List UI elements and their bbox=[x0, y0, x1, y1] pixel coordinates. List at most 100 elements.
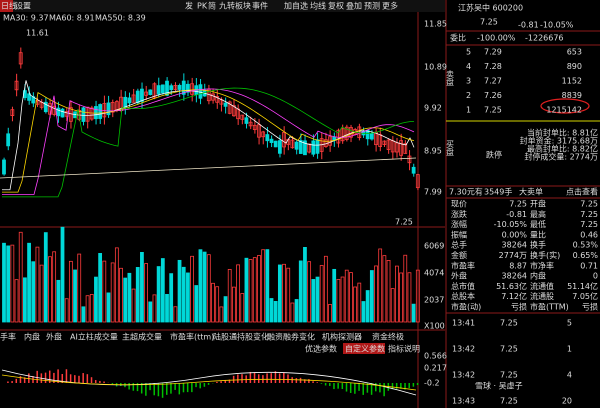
volume-bar bbox=[169, 273, 174, 323]
toolbar-button[interactable]: 复权 bbox=[328, 1, 344, 11]
indicator-tab[interactable]: 融资融券变化 bbox=[267, 332, 315, 342]
indicator-tab[interactable]: 手率 bbox=[0, 332, 16, 342]
volume-bar bbox=[77, 253, 82, 323]
volume-bar bbox=[240, 293, 245, 323]
stat-label: 涨幅 bbox=[451, 219, 467, 229]
toolbar-button[interactable]: PK bbox=[197, 2, 208, 11]
volume-bar bbox=[181, 266, 186, 323]
candle-body bbox=[10, 109, 15, 117]
volume-bar bbox=[144, 263, 148, 323]
indicator-tab[interactable]: 主超成交量 bbox=[122, 332, 162, 342]
stat-label: 量比 bbox=[530, 229, 546, 239]
stat-label: 最低 bbox=[530, 219, 546, 229]
stat-value: 38264 bbox=[502, 272, 527, 281]
trade-volume: 20 bbox=[562, 397, 572, 406]
candle-body bbox=[311, 140, 316, 155]
macd-bar bbox=[186, 383, 189, 393]
toolbar-button[interactable]: 事件 bbox=[252, 1, 268, 11]
macd-bar bbox=[370, 383, 373, 395]
sub-tab[interactable]: 指标说明 bbox=[388, 344, 420, 354]
candle-body bbox=[169, 85, 174, 91]
seal-info: 封单资金: 3175.68万 bbox=[520, 136, 598, 146]
macd-bar bbox=[283, 372, 285, 383]
candle-body bbox=[415, 174, 420, 189]
indicator-tab[interactable]: 内盘 bbox=[24, 332, 40, 342]
toolbar-button[interactable]: 设置 bbox=[15, 1, 31, 11]
limit-status: 跌停 bbox=[486, 150, 502, 160]
candle-body bbox=[223, 102, 228, 107]
macd-axis-label: 0.566 bbox=[424, 352, 447, 361]
volume-bar bbox=[98, 253, 103, 323]
stat-value: 7.12亿 bbox=[501, 291, 527, 301]
side-label: 卖盘 bbox=[446, 70, 455, 86]
macd-bar bbox=[362, 383, 364, 395]
toolbar-button[interactable]: 板块 bbox=[235, 1, 251, 11]
candle-body bbox=[81, 107, 86, 122]
volume-bar bbox=[269, 298, 274, 323]
big-order[interactable]: 点击查看 bbox=[566, 187, 598, 197]
volume-bar bbox=[173, 306, 178, 323]
candle-body bbox=[177, 84, 182, 90]
macd-bar bbox=[140, 383, 143, 394]
indicator-tab[interactable]: 外盘 bbox=[46, 332, 62, 342]
candle-body bbox=[340, 128, 345, 142]
toolbar-button[interactable]: 叠加 bbox=[346, 1, 362, 11]
stat-value: 51.14亿 bbox=[567, 281, 598, 291]
volume-bar bbox=[68, 260, 73, 323]
indicator-tab[interactable]: 市盈率(ttm) bbox=[170, 332, 214, 342]
macd-bar bbox=[94, 380, 97, 383]
toolbar-button[interactable]: 简 bbox=[208, 1, 216, 11]
toolbar-button[interactable]: 更多 bbox=[382, 1, 398, 11]
macd-bar bbox=[295, 378, 298, 383]
indicator-tab[interactable]: 资金终极 bbox=[372, 332, 404, 342]
toolbar-button[interactable]: 均线 bbox=[310, 1, 326, 11]
candle-body bbox=[98, 104, 103, 119]
volume-bar bbox=[64, 298, 69, 323]
volume-bar bbox=[215, 286, 220, 323]
macd-bar bbox=[182, 383, 185, 393]
active-tab bbox=[0, 0, 13, 12]
price-change-pct: -10.05% bbox=[540, 21, 574, 30]
stat-value: 0.53% bbox=[573, 241, 599, 250]
volume-bar bbox=[382, 255, 387, 323]
volume-bar bbox=[156, 266, 161, 323]
indicator-tab[interactable]: AI立柱成交量 bbox=[70, 332, 118, 342]
macd-bar bbox=[299, 377, 302, 383]
trade-time: 13:43 bbox=[452, 397, 475, 406]
volume-bar bbox=[198, 249, 203, 323]
candle-body bbox=[382, 140, 387, 145]
volume-bar bbox=[353, 286, 357, 323]
stock-name: 江苏吴中 600200 bbox=[458, 3, 523, 13]
indicator-tab[interactable]: 机构探测器 bbox=[322, 332, 362, 342]
toolbar-button[interactable]: 加自选 bbox=[284, 1, 308, 11]
macd-bar bbox=[354, 383, 356, 394]
volume-bar bbox=[282, 263, 286, 323]
candle-body bbox=[135, 90, 140, 104]
volume-bar bbox=[399, 272, 403, 323]
macd-bar bbox=[395, 383, 398, 389]
volume-bar bbox=[223, 296, 228, 323]
toolbar-button[interactable]: 发 bbox=[185, 1, 193, 11]
macd-bar bbox=[161, 383, 164, 398]
volume-bar bbox=[102, 260, 107, 323]
sub-tab[interactable]: 优选参数 bbox=[305, 344, 337, 354]
trade-price: 7.25 bbox=[500, 345, 518, 354]
stat-label: 总股本 bbox=[451, 291, 475, 301]
toolbar-button[interactable]: 预测 bbox=[364, 1, 380, 11]
macd-bar bbox=[69, 374, 72, 383]
stat-label: 现价 bbox=[451, 200, 467, 209]
toolbar-button[interactable]: 九转 bbox=[219, 1, 235, 11]
macd-bar bbox=[291, 377, 293, 383]
sub-tab[interactable]: 自定义参数 bbox=[345, 344, 385, 354]
stat-value: 0.65% bbox=[573, 251, 599, 260]
macd-bar bbox=[249, 371, 252, 383]
volume-bar bbox=[190, 255, 194, 323]
macd-bar bbox=[153, 383, 155, 396]
indicator-tab[interactable]: 陆股通持股变化 bbox=[213, 332, 269, 342]
stat-label: 市盈(动) bbox=[451, 302, 481, 312]
active-tab bbox=[343, 343, 385, 354]
stat-label: 流通值 bbox=[530, 281, 554, 291]
candle-body bbox=[399, 140, 403, 156]
candle-body bbox=[43, 101, 48, 113]
toolbar-button[interactable]: 日线 bbox=[1, 1, 17, 11]
